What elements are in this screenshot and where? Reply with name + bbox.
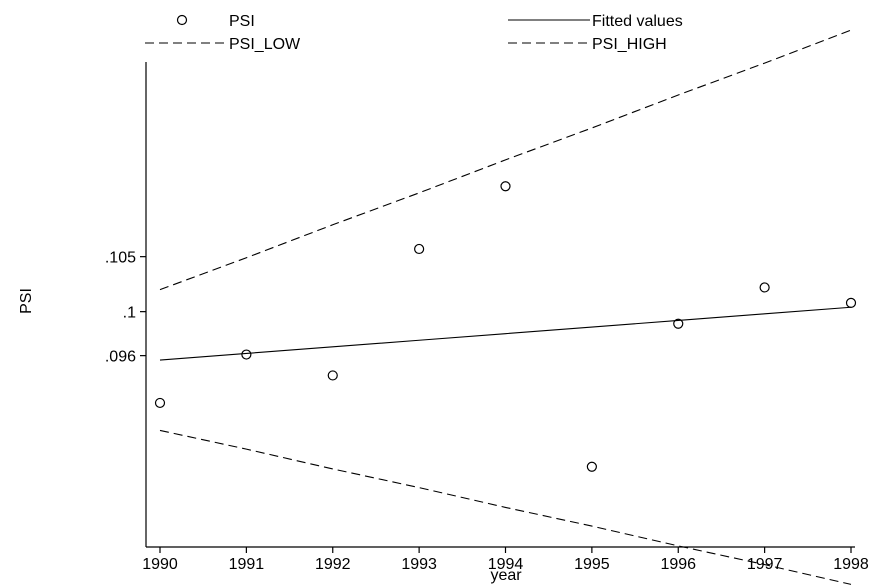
x-tick-label: 1992 [315,556,351,573]
series-lines [159,29,852,585]
y-tick-label: .096 [105,349,136,366]
series-line-psi-high [159,29,852,291]
y-tick-label: .1 [123,305,136,322]
x-axis-title: year [490,567,522,584]
legend-label-psi: PSI [229,13,255,30]
x-tick-label: 1996 [660,556,696,573]
data-point-psi [845,297,857,308]
data-point-psi [154,397,166,409]
data-point-psi [241,349,252,360]
data-point-psi [327,370,338,381]
legend-swatch-psi [176,14,188,26]
series-line-psi-low [159,429,852,585]
x-tick-label: 1995 [574,556,610,573]
data-point-psi [759,282,770,293]
legend: PSI Fitted values PSI_LOW PSI_HIGH [145,13,683,53]
y-ticks: .096 .1 .105 [105,250,146,366]
legend-label-fitted-values: Fitted values [592,13,683,30]
data-point-psi [586,461,597,472]
series-line-fitted-values [159,306,852,361]
x-tick-label: 1994 [488,556,524,573]
x-tick-label: 1998 [833,556,869,573]
plot-area: 1990 1991 1992 1993 1994 1995 1996 1997 1998 .09… [105,29,869,585]
data-point-psi [414,243,425,255]
legend-label-psi-high: PSI_HIGH [592,36,667,53]
x-tick-label: 1993 [401,556,437,573]
data-point-psi [500,181,511,192]
series-points [154,181,857,472]
y-tick-label: .105 [105,250,136,267]
data-point-psi [673,318,684,329]
y-axis-title: PSI [18,288,35,314]
x-tick-label: 1991 [229,556,265,573]
x-tick-label: 1990 [142,556,178,573]
legend-label-psi-low: PSI_LOW [229,36,301,53]
